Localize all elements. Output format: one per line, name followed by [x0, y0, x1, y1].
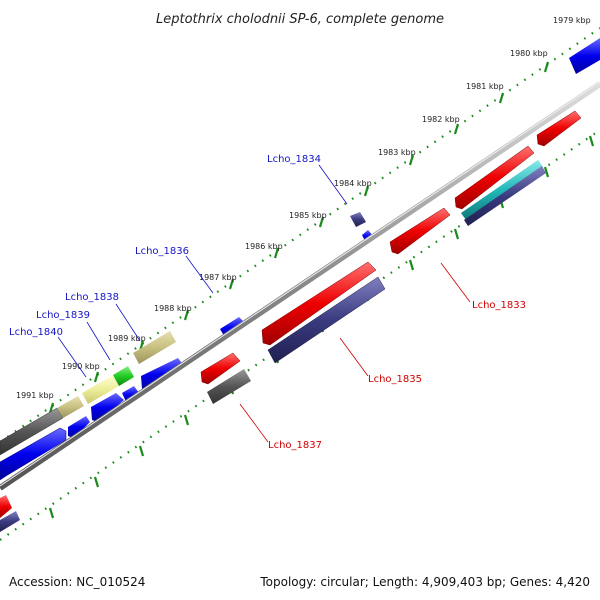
reverse-cds	[0, 495, 12, 518]
dark-feature	[464, 166, 546, 226]
forward-cds	[68, 416, 90, 438]
khaki-feature	[133, 331, 176, 364]
gene-label-lcho-1839[interactable]: Lcho_1839	[36, 310, 90, 321]
label-connectors	[57, 164, 471, 443]
forward-cds	[569, 38, 600, 74]
kbp-label: 1985 kbp	[289, 211, 327, 220]
teal-feature	[461, 160, 543, 220]
gene-label-lcho-1835[interactable]: Lcho_1835	[368, 374, 422, 385]
forward-cds	[91, 393, 124, 422]
outer-ruler	[0, 27, 600, 443]
genome-backbone	[0, 81, 600, 491]
pale-feature	[82, 375, 119, 404]
topology-text: Topology: circular; Length: 4,909,403 bp…	[260, 575, 590, 589]
track-reverse	[0, 110, 582, 518]
kbp-label: 1986 kbp	[245, 242, 283, 251]
reverse-cds	[536, 110, 582, 147]
kbp-label: 1983 kbp	[378, 148, 416, 157]
kbp-label: 1991 kbp	[16, 391, 54, 400]
reverse-cds-lcho-1833	[389, 207, 451, 255]
gene-label-lcho-1838[interactable]: Lcho_1838	[65, 292, 119, 303]
gene-label-lcho-1836[interactable]: Lcho_1836	[135, 246, 189, 257]
gene-labels: Lcho_1834 Lcho_1836 Lcho_1838 Lcho_1839 …	[9, 154, 526, 451]
track-inner	[0, 160, 546, 532]
khaki-feature	[57, 396, 84, 418]
gene-label-lcho-1834[interactable]: Lcho_1834	[267, 154, 321, 165]
gene-label-lcho-1840[interactable]: Lcho_1840	[9, 327, 63, 338]
dark-feature-lcho-1835	[267, 276, 386, 364]
kbp-label: 1982 kbp	[422, 115, 460, 124]
kbp-label: 1989 kbp	[108, 334, 146, 343]
kbp-label: 1980 kbp	[510, 49, 548, 58]
kbp-label: 1988 kbp	[154, 304, 192, 313]
ruler-labels: 1979 kbp 1980 kbp 1981 kbp 1982 kbp 1983…	[16, 16, 591, 400]
kbp-label: 1979 kbp	[553, 16, 591, 25]
kbp-label: 1981 kbp	[466, 82, 504, 91]
gray-feature-lcho-1837	[207, 369, 251, 404]
track-forward	[0, 38, 600, 481]
reverse-cds-lcho-1835	[261, 261, 377, 346]
accession-text: Accession: NC_010524	[9, 575, 146, 589]
map-title: Leptothrix cholodnii SP-6, complete geno…	[156, 12, 444, 27]
gene-label-lcho-1837[interactable]: Lcho_1837	[268, 440, 322, 451]
track-outer	[0, 331, 176, 456]
gene-label-lcho-1833[interactable]: Lcho_1833	[472, 300, 526, 311]
reverse-cds-lcho-1837	[200, 352, 241, 385]
kbp-label: 1987 kbp	[199, 273, 237, 282]
dark-feature	[0, 511, 20, 532]
kbp-label: 1984 kbp	[334, 179, 372, 188]
green-feature	[113, 366, 134, 386]
dark-cds-lcho-1834	[350, 212, 366, 227]
kbp-label: 1990 kbp	[62, 362, 100, 371]
reverse-cds	[454, 145, 535, 210]
